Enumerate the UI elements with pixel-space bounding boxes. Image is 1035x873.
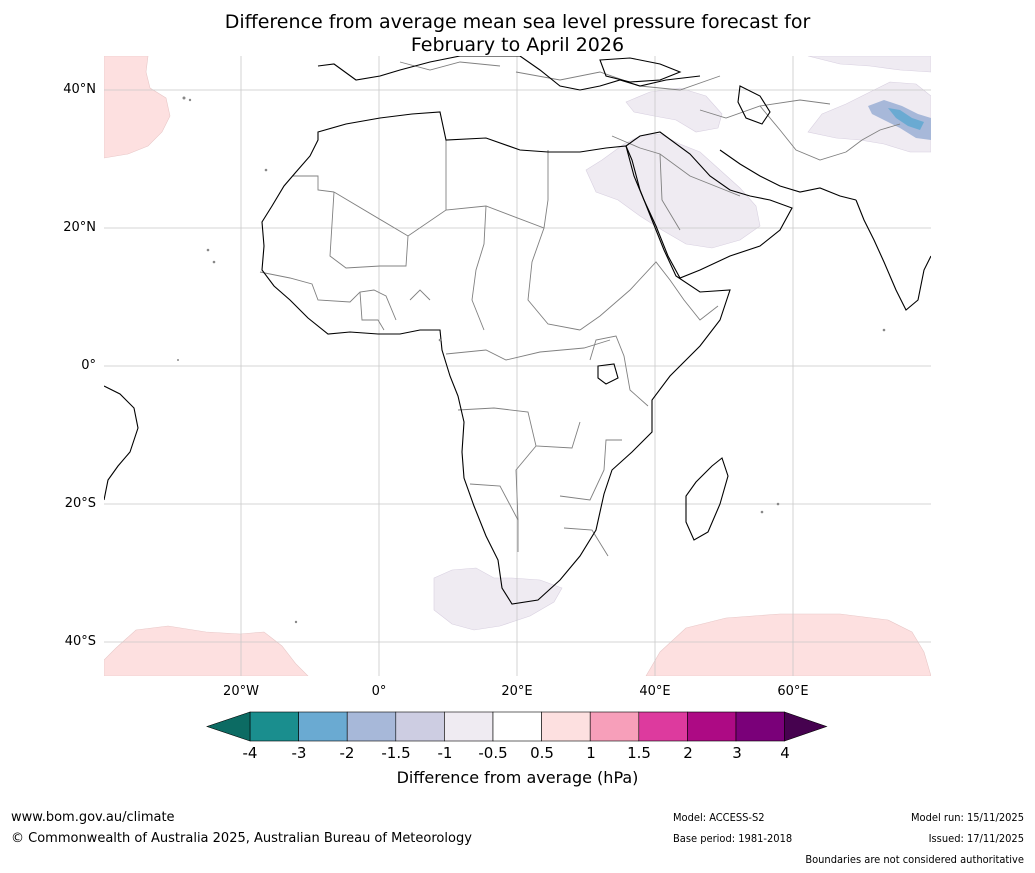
colorbar-tick: -2 [339,744,355,762]
colorbar-tick: 0.5 [530,744,554,762]
south-america-coastline [104,385,139,501]
colorbar-segment [249,711,299,742]
footer-boundaries-note: Boundaries are not considered authoritat… [805,853,1024,866]
negative-anomaly-himalaya-core [888,108,924,130]
colorbar-segment [687,711,737,742]
map-area [104,56,931,676]
lat-label-20n: 20°N [63,220,96,235]
madagascar-coastline [685,457,729,541]
colorbar-tick: -0.5 [478,744,508,762]
colorbar-segment [735,711,785,742]
caspian-coast [737,85,771,125]
negative-anomaly-south-africa [433,567,563,631]
footer-copyright: © Commonwealth of Australia 2025, Austra… [11,831,472,846]
footer-base-period: Base period: 1981-2018 [673,832,793,845]
colorbar-segment [638,711,688,742]
colorbar-tick: -1.5 [381,744,411,762]
lat-label-20s: 20°S [64,496,96,511]
colorbar-over-arrow [784,711,828,742]
positive-anomaly-south-indian [645,613,931,676]
black-sea-coast [599,57,682,83]
negative-anomaly-north-east [807,56,931,73]
footer-model-run: Model run: 15/11/2025 [911,811,1024,824]
colorbar-tick: 3 [732,744,742,762]
country-boundaries [259,61,901,557]
colorbar [206,711,828,742]
colorbar-tick: 1 [586,744,596,762]
colorbar-tick: -4 [242,744,258,762]
lon-label-20w: 20°W [223,684,259,699]
colorbar-segment [589,711,640,742]
colorbar-under-arrow [206,711,251,742]
lon-label-20e: 20°E [501,684,533,699]
colorbar-segment [346,711,397,742]
negative-anomaly-central-asia [807,81,931,153]
lake-victoria [597,363,619,385]
colorbar-tick: -1 [437,744,453,762]
colorbar-tick: -3 [291,744,307,762]
positive-anomaly-south-atlantic [104,625,309,676]
colorbar-segment [395,711,445,742]
map-title-line-1: Difference from average mean sea level p… [224,11,811,33]
colorbar-tick: 4 [780,744,790,762]
india-coastline [855,199,931,311]
footer-url[interactable]: www.bom.gov.au/climate [11,810,175,825]
africa-coastline [261,111,731,605]
map-title-line-2: February to April 2026 [410,34,625,56]
positive-anomaly-north-atlantic [104,56,171,159]
lon-label-40e: 40°E [639,684,671,699]
colorbar-segment [541,711,591,742]
footer-model: Model: ACCESS-S2 [673,811,765,824]
colorbar-label: Difference from average (hPa) [396,768,639,787]
coastlines [104,56,931,605]
lon-label-60e: 60°E [777,684,809,699]
colorbar-tick: 1.5 [627,744,651,762]
colorbar-segment [298,711,348,742]
colorbar-segment [444,711,494,742]
persian-gulf-coast [719,149,857,201]
islands [177,96,886,624]
mediterranean-north-coast [317,56,701,91]
lon-label-0: 0° [371,684,387,699]
footer-issued: Issued: 17/11/2025 [928,832,1024,845]
arabia-coastline [625,131,793,279]
lat-label-40s: 40°S [64,634,96,649]
colorbar-tick: 2 [683,744,693,762]
negative-anomaly-iran [625,87,723,133]
colorbar-segment [492,711,542,742]
lat-label-40n: 40°N [63,82,96,97]
lat-label-0: 0° [81,358,96,373]
